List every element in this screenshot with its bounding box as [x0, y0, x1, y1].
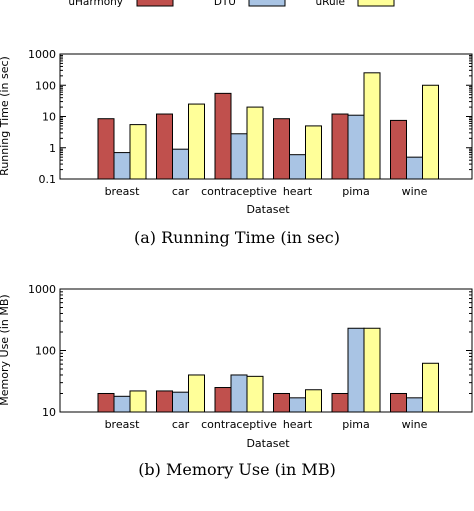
bar-urule-pima	[363, 327, 381, 413]
y-tick-label: 1	[49, 142, 56, 155]
bar-dtu-car	[172, 391, 189, 413]
bars	[97, 327, 439, 413]
bar-dtu-heart	[289, 154, 306, 180]
legend-label-dtu: DTU	[214, 0, 236, 8]
bar-uharmony-heart	[273, 392, 290, 413]
y-tick-label: 1000	[28, 48, 56, 61]
legend: uHarmony DTU uRule	[68, 0, 395, 8]
plot-frame	[59, 288, 473, 413]
legend-label-urule: uRule	[315, 0, 345, 8]
y-ticks: 0.1 1 10 100 1000	[28, 48, 472, 186]
legend-swatch-dtu	[248, 0, 286, 7]
bar-urule-pima	[363, 72, 381, 180]
bar-urule-car	[188, 374, 205, 413]
bar-dtu-contraceptive	[230, 133, 248, 180]
bar-dtu-heart	[289, 397, 306, 413]
x-tick-label-wine: wine	[402, 185, 428, 198]
bar-urule-wine	[422, 362, 439, 413]
bar-urule-heart	[305, 389, 322, 413]
x-tick-label-contraceptive: contraceptive	[201, 418, 277, 431]
bar-uharmony-car	[156, 390, 173, 413]
x-tick-label-heart: heart	[283, 185, 313, 198]
bar-dtu-wine	[406, 156, 423, 180]
y-tick-label: 1000	[28, 283, 56, 296]
bar-uharmony-breast	[97, 118, 115, 180]
bar-dtu-pima	[347, 114, 365, 180]
bar-urule-contraceptive	[246, 106, 264, 180]
plot-frame	[59, 53, 473, 180]
x-tick-label-car: car	[172, 185, 190, 198]
x-axis-label: Dataset	[246, 437, 290, 450]
bar-urule-breast	[129, 124, 147, 180]
bar-dtu-breast	[113, 395, 131, 413]
bar-urule-contraceptive	[246, 375, 264, 413]
x-tick-label-breast: breast	[105, 418, 141, 431]
bar-urule-heart	[305, 125, 322, 180]
caption: (a) Running Time (in sec)	[134, 228, 340, 247]
x-tick-label-contraceptive: contraceptive	[201, 185, 277, 198]
x-tick-label-pima: pima	[342, 185, 370, 198]
y-axis-label: Running Time (in sec)	[0, 56, 11, 176]
running-time-chart: Running Time (in sec) 0.1 1 10 100 1000 brea…	[0, 48, 473, 247]
x-tick-label-car: car	[172, 418, 190, 431]
bars	[97, 72, 439, 180]
y-tick-label: 10	[42, 406, 56, 419]
y-tick-label: 0.1	[39, 173, 57, 186]
x-tick-label-pima: pima	[342, 418, 370, 431]
legend-swatch-uharmony	[136, 0, 174, 7]
bar-dtu-car	[172, 148, 189, 180]
y-tick-label: 100	[35, 345, 56, 358]
x-ticks: breast car contraceptive heart pima wine	[105, 185, 428, 198]
legend-swatch-urule	[357, 0, 395, 7]
memory-use-chart: Memory Use (in MB) 10 100 1000 breast car co…	[0, 283, 473, 479]
x-tick-label-breast: breast	[105, 185, 141, 198]
bar-dtu-contraceptive	[230, 374, 248, 413]
bar-uharmony-wine	[390, 119, 407, 180]
x-tick-label-heart: heart	[283, 418, 313, 431]
bar-uharmony-contraceptive	[214, 387, 232, 413]
bar-dtu-breast	[113, 152, 131, 180]
y-tick-label: 100	[35, 79, 56, 92]
caption: (b) Memory Use (in MB)	[138, 460, 336, 479]
bar-uharmony-contraceptive	[214, 92, 232, 180]
x-axis-label: Dataset	[246, 203, 290, 216]
legend-label-uharmony: uHarmony	[68, 0, 123, 8]
bar-uharmony-wine	[390, 392, 407, 413]
x-ticks: breast car contraceptive heart pima wine	[105, 418, 428, 431]
bar-uharmony-car	[156, 113, 173, 180]
x-tick-label-wine: wine	[402, 418, 428, 431]
bar-dtu-wine	[406, 397, 423, 413]
bar-uharmony-pima	[331, 113, 349, 180]
y-axis-label: Memory Use (in MB)	[0, 294, 11, 405]
y-tick-label: 10	[42, 111, 56, 124]
bar-uharmony-heart	[273, 118, 290, 180]
bar-dtu-pima	[347, 327, 365, 413]
bar-urule-wine	[422, 84, 439, 180]
bar-uharmony-breast	[97, 392, 115, 413]
bar-urule-car	[188, 103, 205, 180]
bar-urule-breast	[129, 390, 147, 413]
bar-uharmony-pima	[331, 392, 349, 413]
